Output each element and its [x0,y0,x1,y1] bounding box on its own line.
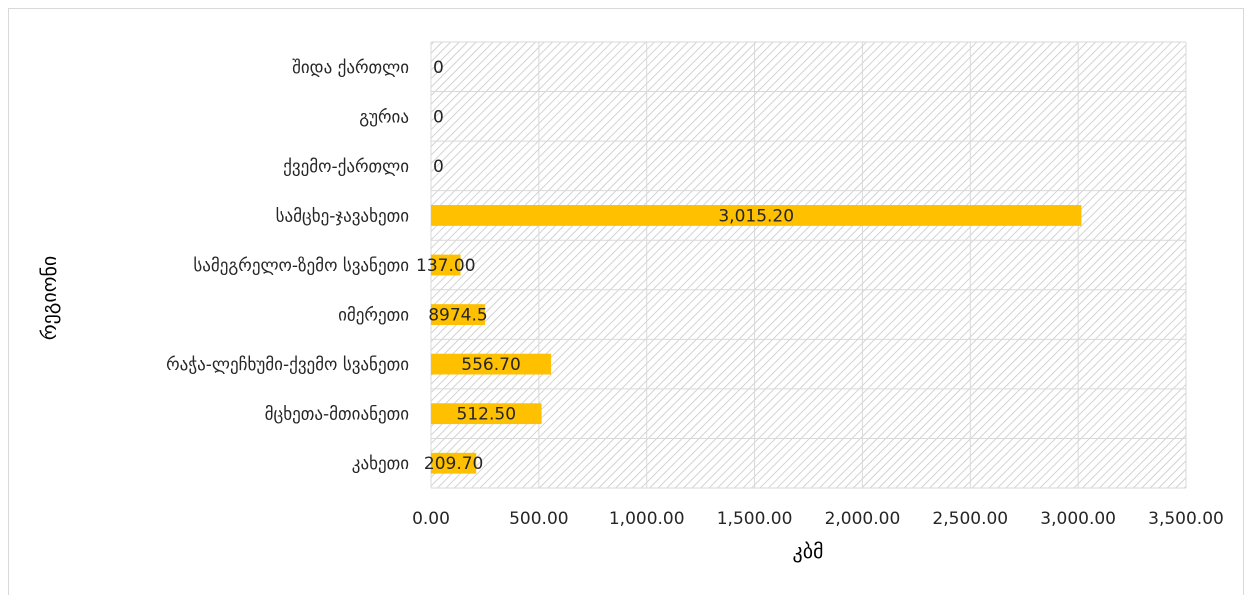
gridlines [430,41,1187,489]
category-label: იმერეთი [338,306,409,326]
data-labels: 209.70 512.50 556.70 8974.5 137.00 3,015.20 0 0… [416,58,794,474]
x-tick-label: 3,500.00 [1148,509,1224,529]
data-label: 8974.5 [428,306,487,326]
x-tick-label: 2,500.00 [932,509,1008,529]
bar [431,254,461,276]
category-label: სამეგრელო-ზემო სვანეთი [193,256,409,276]
data-label: 512.50 [457,405,516,425]
bar [431,205,1082,226]
category-label: რაჭა-ლეჩხუმი-ქვემო სვანეთი [166,355,409,375]
x-tick-label: 500.00 [509,509,568,529]
bar [431,452,477,474]
data-label: 0 [433,58,444,78]
data-label: 0 [433,157,444,177]
bar [431,403,542,425]
category-label: მცხეთა-მთიანეთი [265,405,409,425]
category-label: შიდა ქართლი [292,58,409,78]
x-tick-label: 0.00 [412,509,450,529]
x-axis-title: კბმ [792,539,823,563]
y-axis-title: რეგიონი [37,256,61,341]
x-tick-label: 1,000.00 [609,509,685,529]
bar [431,353,552,375]
category-label: ქვემო-ქართლი [283,157,409,177]
data-label: 209.70 [424,454,483,474]
category-label: სამცხე-ჯავახეთი [276,206,409,226]
bar [431,304,485,325]
data-label: 137.00 [416,256,475,276]
plot-area [431,42,1186,488]
category-label: კახეთი [352,454,409,474]
x-tick-label: 1,500.00 [717,509,793,529]
category-label: გურია [359,107,409,127]
category-labels: კახეთი მცხეთა-მთიანეთი რაჭა-ლეჩხუმი-ქვემო … [166,58,409,474]
data-label: 0 [433,107,444,127]
data-label: 556.70 [461,355,520,375]
x-tick-labels: 0.00 500.00 1,000.00 1,500.00 2,000.00 2,500.… [412,509,1224,529]
x-tick-label: 3,000.00 [1040,509,1116,529]
x-tick-label: 2,000.00 [825,509,901,529]
bars [431,205,1082,474]
data-label: 3,015.20 [718,206,794,226]
